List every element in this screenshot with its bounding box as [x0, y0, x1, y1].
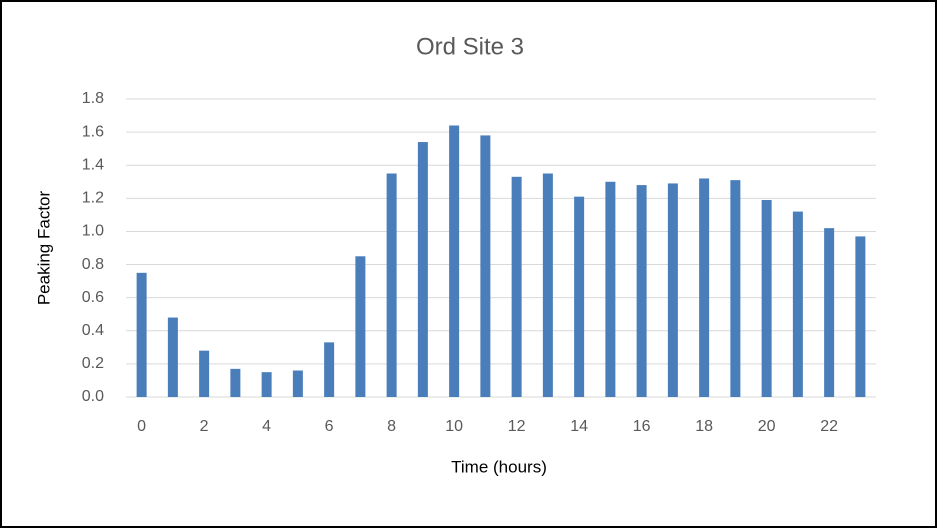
bar — [480, 135, 491, 397]
bar — [855, 236, 866, 397]
bar — [542, 173, 553, 397]
x-tick-label: 22 — [820, 418, 838, 435]
bar — [355, 256, 366, 397]
y-tick-label: 0.8 — [82, 256, 104, 273]
bar — [730, 180, 741, 397]
y-tick-label: 1.8 — [82, 90, 104, 107]
chart-title: Ord Site 3 — [416, 33, 524, 60]
bar — [761, 199, 772, 397]
y-axis-label: Peaking Factor — [34, 190, 53, 305]
bar — [417, 142, 428, 397]
bar — [199, 350, 210, 397]
y-tick-label: 0.6 — [82, 289, 104, 306]
y-tick-label: 0.2 — [82, 355, 104, 372]
bar — [636, 185, 647, 397]
bar — [167, 317, 178, 397]
y-tick-label: 1.4 — [82, 156, 104, 173]
x-tick-label: 14 — [570, 418, 588, 435]
y-tick-label: 1.2 — [82, 190, 104, 207]
x-tick-label: 10 — [445, 418, 463, 435]
y-tick-label: 1.6 — [82, 123, 104, 140]
bar — [324, 342, 335, 397]
bar — [136, 272, 147, 397]
x-tick-label: 18 — [695, 418, 713, 435]
x-tick-label: 4 — [262, 418, 271, 435]
y-tick-label: 0.0 — [82, 388, 104, 405]
bar — [574, 196, 585, 397]
x-tick-label: 6 — [325, 418, 334, 435]
x-tick-label: 8 — [387, 418, 396, 435]
bar — [511, 176, 522, 397]
bar — [824, 228, 835, 397]
bar — [792, 211, 803, 397]
bar — [605, 181, 616, 397]
x-tick-label: 0 — [137, 418, 146, 435]
bar — [261, 372, 272, 397]
x-tick-label: 16 — [633, 418, 651, 435]
x-tick-label: 12 — [508, 418, 526, 435]
bar — [292, 370, 303, 397]
x-axis-label: Time (hours) — [451, 457, 547, 476]
bar — [386, 173, 397, 397]
x-tick-label: 2 — [200, 418, 209, 435]
bar — [449, 125, 460, 397]
bar — [230, 368, 241, 397]
bar — [699, 178, 710, 397]
y-tick-label: 0.4 — [82, 322, 104, 339]
x-tick-label: 20 — [758, 418, 776, 435]
bar — [667, 183, 678, 397]
y-tick-label: 1.0 — [82, 223, 104, 240]
